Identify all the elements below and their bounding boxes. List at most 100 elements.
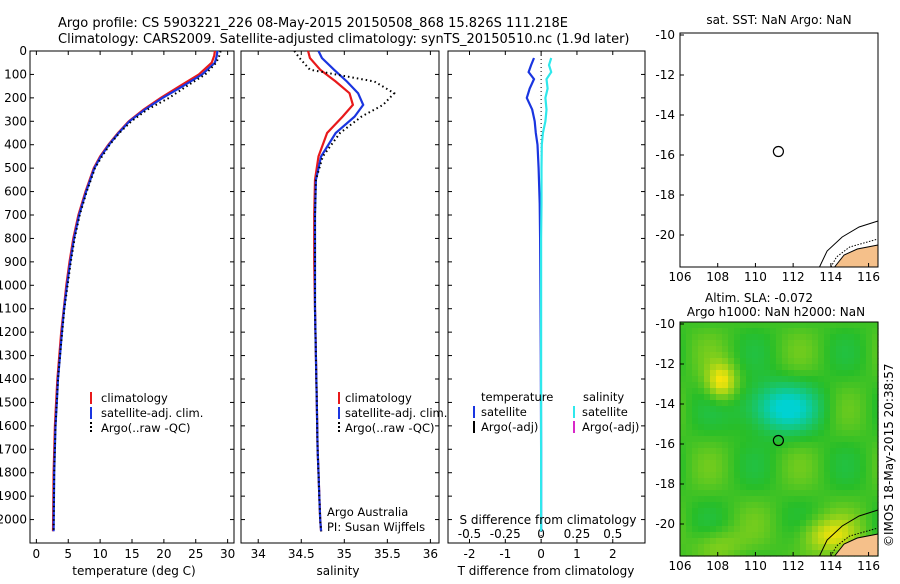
sla-cell: [800, 340, 807, 347]
sla-cell: [698, 382, 705, 389]
sla-cell: [788, 514, 795, 521]
sla-cell: [812, 442, 819, 449]
sla-cell: [776, 370, 783, 377]
sla-cell: [752, 370, 759, 377]
sla-cell: [848, 358, 855, 365]
sla-cell: [806, 550, 813, 557]
sla-cell: [758, 460, 765, 467]
sla-cell: [710, 346, 717, 353]
sla-cell: [806, 334, 813, 341]
sla-cell: [728, 514, 735, 521]
sla-cell: [728, 418, 735, 425]
sla-cell: [794, 508, 801, 515]
sla-cell: [782, 334, 789, 341]
sla-cell: [686, 406, 693, 413]
sla-cell: [722, 430, 729, 437]
sla-cell: [686, 520, 693, 527]
sla-cell: [680, 346, 687, 353]
sla-cell: [686, 550, 693, 557]
sla-cell: [758, 364, 765, 371]
sla-cell: [680, 484, 687, 491]
sla-cell: [758, 532, 765, 539]
sla-cell: [704, 478, 711, 485]
sla-cell: [764, 472, 771, 479]
sla-cell: [740, 550, 747, 557]
sla-cell: [680, 532, 687, 539]
sla-cell: [764, 322, 771, 329]
diff-legend-temp-argo: Argo(-adj): [481, 420, 538, 434]
sla-cell: [782, 460, 789, 467]
sla-cell: [722, 472, 729, 479]
sla-cell: [800, 526, 807, 533]
sla-cell: [776, 322, 783, 329]
sla-cell: [818, 490, 825, 497]
sla-cell: [722, 358, 729, 365]
sla-cell: [794, 346, 801, 353]
sla-cell: [776, 346, 783, 353]
sla-cell: [686, 418, 693, 425]
sla-cell: [704, 514, 711, 521]
sla-cell: [848, 502, 855, 509]
x-tick-label: 110: [744, 559, 767, 573]
sla-cell: [818, 406, 825, 413]
sla-cell: [800, 382, 807, 389]
sla-cell: [692, 490, 699, 497]
x-tick-label: 116: [857, 559, 880, 573]
sla-cell: [704, 406, 711, 413]
sla-cell: [800, 370, 807, 377]
sla-cell: [854, 472, 861, 479]
sla-cell: [770, 544, 777, 551]
sla-cell: [734, 550, 741, 557]
sla-cell: [806, 400, 813, 407]
sla-cell: [740, 460, 747, 467]
sla-cell: [842, 460, 849, 467]
sla-cell: [704, 472, 711, 479]
sla-cell: [680, 370, 687, 377]
sla-cell: [692, 526, 699, 533]
sla-cell: [692, 538, 699, 545]
sla-cell: [824, 502, 831, 509]
sla-cell: [740, 394, 747, 401]
sla-cell: [812, 544, 819, 551]
sla-cell: [740, 532, 747, 539]
profile-location-marker: [772, 145, 784, 158]
sla-cell: [854, 466, 861, 473]
x-tick-label: -1: [499, 547, 511, 561]
sla-cell: [824, 514, 831, 521]
sla-cell: [830, 460, 837, 467]
sla-cell: [716, 388, 723, 395]
sla-cell: [698, 394, 705, 401]
sla-cell: [830, 424, 837, 431]
sla-cell: [686, 466, 693, 473]
sla-cell: [836, 436, 843, 443]
sla-cell: [818, 388, 825, 395]
sla-cell: [764, 454, 771, 461]
sla-cell: [776, 478, 783, 485]
sla-cell: [860, 490, 867, 497]
x-tick-label: 1: [573, 547, 581, 561]
sla-cell: [830, 382, 837, 389]
sla-cell: [722, 526, 729, 533]
sla-cell: [824, 400, 831, 407]
sla-cell: [848, 460, 855, 467]
sla-cell: [698, 328, 705, 335]
y-tick-label: -18: [655, 188, 675, 202]
sla-cell: [704, 358, 711, 365]
sla-cell: [734, 340, 741, 347]
sla-cell: [752, 352, 759, 359]
sla-cell: [866, 376, 873, 383]
bathymetry-contour: [819, 509, 879, 557]
sla-cell: [860, 472, 867, 479]
sla-cell: [812, 406, 819, 413]
sla-cell: [770, 400, 777, 407]
sla-cell: [872, 484, 879, 491]
sla-cell: [824, 328, 831, 335]
sla-cell: [830, 490, 837, 497]
sla-cell: [782, 346, 789, 353]
sla-cell: [836, 466, 843, 473]
sla-cell: [692, 358, 699, 365]
sla-cell: [776, 514, 783, 521]
sla-cell: [806, 442, 813, 449]
sla-cell: [848, 526, 855, 533]
sla-cell: [734, 466, 741, 473]
